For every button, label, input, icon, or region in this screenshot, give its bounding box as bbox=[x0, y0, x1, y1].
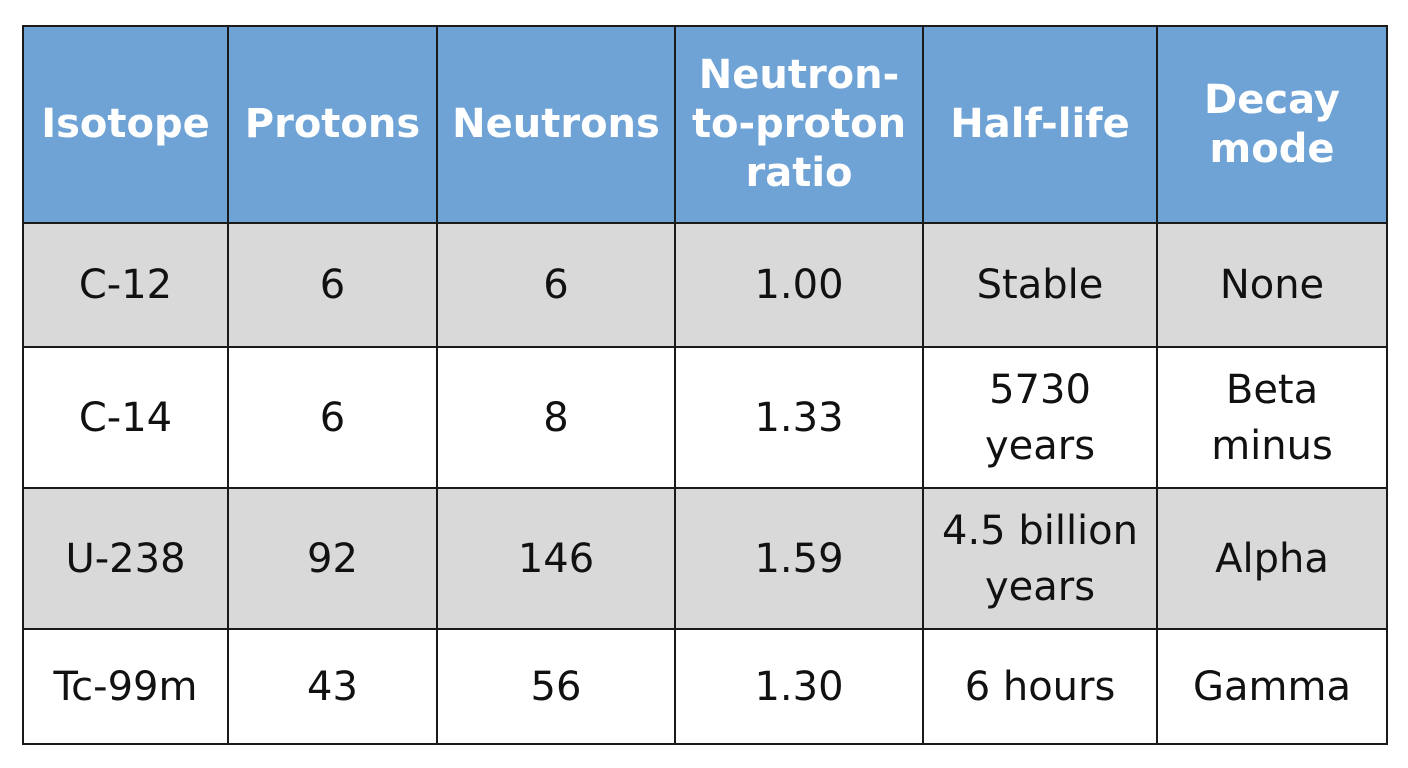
cell-decay-mode: Gamma bbox=[1156, 628, 1388, 745]
cell-protons: 92 bbox=[227, 487, 438, 630]
header-row: Isotope Protons Neutrons Neutron- to-pro… bbox=[22, 25, 1388, 224]
isotope-table: Isotope Protons Neutrons Neutron- to-pro… bbox=[22, 25, 1388, 745]
cell-ratio: 1.30 bbox=[674, 628, 924, 745]
cell-decay-mode: None bbox=[1156, 222, 1388, 348]
cell-decay-mode: Beta minus bbox=[1156, 346, 1388, 489]
header-protons: Protons bbox=[227, 25, 438, 224]
cell-half-life: Stable bbox=[922, 222, 1158, 348]
cell-protons: 6 bbox=[227, 346, 438, 489]
table-row: U-238 92 146 1.59 4.5 billion years Alph… bbox=[22, 487, 1388, 630]
cell-isotope: C-14 bbox=[22, 346, 229, 489]
table-row: C-14 6 8 1.33 5730 years Beta minus bbox=[22, 346, 1388, 489]
header-half-life: Half-life bbox=[922, 25, 1158, 224]
cell-decay-mode: Alpha bbox=[1156, 487, 1388, 630]
cell-neutrons: 8 bbox=[436, 346, 676, 489]
table-row: C-12 6 6 1.00 Stable None bbox=[22, 222, 1388, 348]
cell-protons: 6 bbox=[227, 222, 438, 348]
cell-ratio: 1.59 bbox=[674, 487, 924, 630]
cell-neutrons: 6 bbox=[436, 222, 676, 348]
header-neutron-to-proton-ratio: Neutron- to-proton ratio bbox=[674, 25, 924, 224]
header-neutrons: Neutrons bbox=[436, 25, 676, 224]
cell-isotope: U-238 bbox=[22, 487, 229, 630]
cell-neutrons: 56 bbox=[436, 628, 676, 745]
cell-half-life: 4.5 billion years bbox=[922, 487, 1158, 630]
cell-neutrons: 146 bbox=[436, 487, 676, 630]
cell-protons: 43 bbox=[227, 628, 438, 745]
cell-ratio: 1.33 bbox=[674, 346, 924, 489]
header-decay-mode: Decay mode bbox=[1156, 25, 1388, 224]
table-row: Tc-99m 43 56 1.30 6 hours Gamma bbox=[22, 628, 1388, 745]
cell-isotope: C-12 bbox=[22, 222, 229, 348]
cell-isotope: Tc-99m bbox=[22, 628, 229, 745]
cell-half-life: 5730 years bbox=[922, 346, 1158, 489]
header-isotope: Isotope bbox=[22, 25, 229, 224]
cell-half-life: 6 hours bbox=[922, 628, 1158, 745]
cell-ratio: 1.00 bbox=[674, 222, 924, 348]
